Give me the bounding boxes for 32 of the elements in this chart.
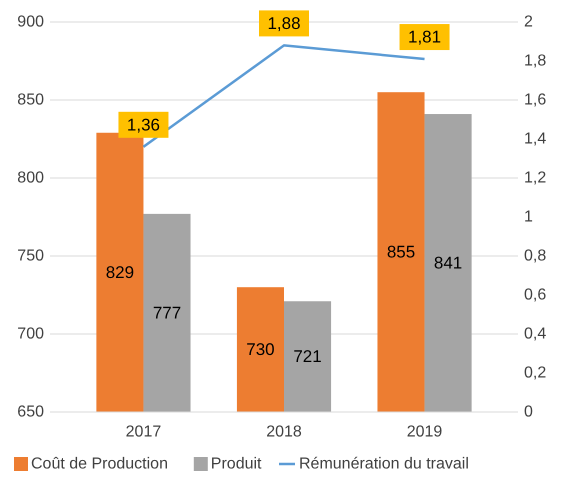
data-label: 829: [106, 262, 134, 282]
x-tick-label: 2018: [266, 424, 302, 440]
y2-tick-label: 1,6: [524, 92, 546, 108]
data-label: 1,36: [126, 115, 160, 134]
y-tick-label: 850: [17, 92, 44, 108]
data-label: 777: [152, 303, 182, 322]
x-tick-label: 2019: [406, 424, 442, 440]
y2-tick-label: 1,2: [524, 170, 546, 186]
data-label: 721: [293, 347, 322, 366]
data-label: 1,88: [267, 14, 301, 33]
legend-label: Coût de Production: [31, 456, 168, 472]
y-tick-label: 900: [17, 14, 44, 30]
y2-tick-label: 0,4: [524, 326, 546, 342]
y-tick-label: 800: [17, 170, 44, 186]
y2-tick-label: 2: [524, 14, 533, 30]
y2-tick-label: 0,2: [524, 364, 546, 382]
y2-tick-label: 0: [524, 404, 533, 420]
y2-tick-label: 0,8: [524, 248, 546, 264]
y-tick-label: 750: [17, 248, 44, 264]
legend-label: Produit: [210, 456, 262, 472]
y-tick-label: 650: [17, 404, 44, 420]
data-label: 1,81: [408, 28, 442, 47]
data-label: 730: [246, 340, 275, 360]
legend-label: Rémunération du travail: [299, 456, 469, 472]
x-tick-label: 2017: [126, 424, 162, 440]
y2-tick-label: 1,4: [524, 130, 546, 148]
data-label: 841: [434, 254, 462, 273]
y2-tick-label: 1: [524, 208, 533, 226]
y2-tick-label: 0,6: [524, 286, 546, 304]
data-label: 855: [386, 242, 416, 262]
y-tick-label: 700: [17, 326, 44, 342]
y2-tick-label: 1,8: [524, 52, 546, 70]
